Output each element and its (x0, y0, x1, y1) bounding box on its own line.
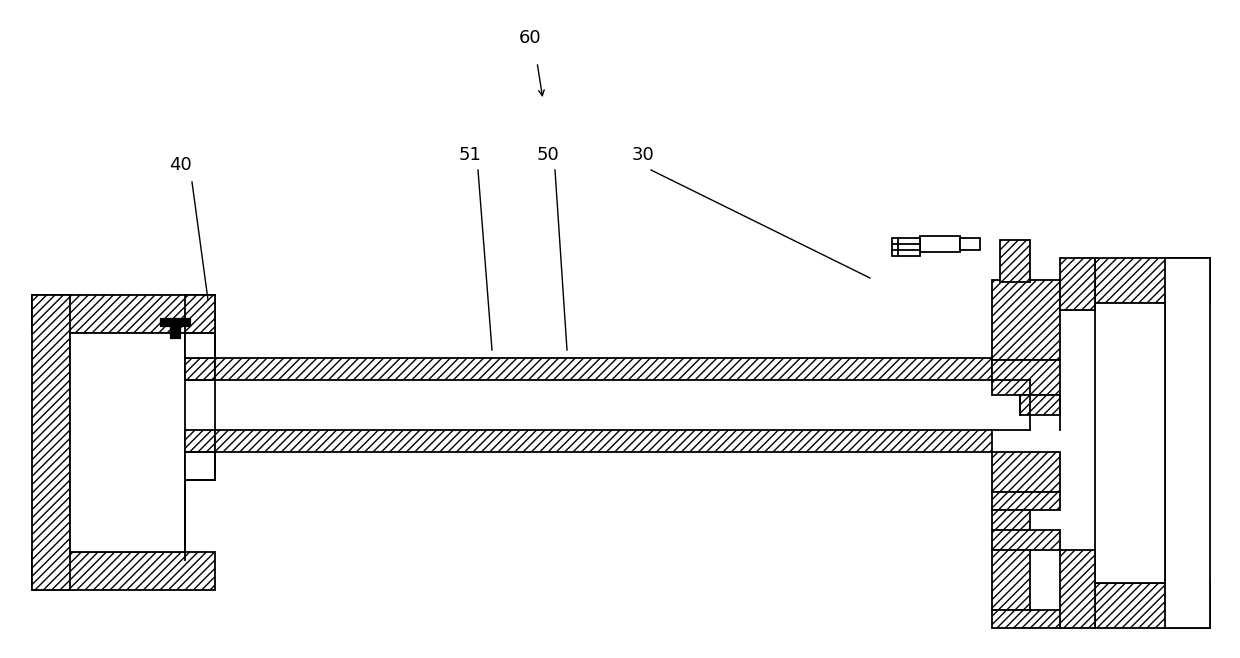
Bar (992, 510, 1030, 530)
Bar (992, 610, 1070, 628)
Bar (69, 333, 185, 552)
Bar (185, 295, 215, 380)
Bar (185, 430, 215, 452)
Bar (1166, 258, 1210, 628)
Bar (215, 430, 992, 452)
Bar (1095, 303, 1166, 583)
Bar (185, 452, 215, 480)
Bar (992, 280, 1060, 360)
Bar (185, 358, 215, 380)
Bar (960, 238, 980, 250)
Bar (992, 550, 1030, 610)
Bar (992, 452, 1060, 492)
Bar (170, 326, 180, 338)
Bar (1095, 583, 1210, 628)
Bar (32, 295, 215, 333)
Bar (32, 552, 215, 590)
Text: 50: 50 (537, 146, 559, 164)
Bar (1060, 550, 1095, 628)
Bar (32, 295, 69, 590)
Bar (1060, 280, 1095, 310)
Bar (160, 318, 190, 326)
Bar (920, 236, 960, 252)
Bar (999, 240, 1030, 282)
Bar (215, 380, 992, 430)
Bar (992, 492, 1060, 510)
Bar (892, 238, 920, 256)
Bar (185, 333, 215, 358)
Bar (160, 318, 190, 326)
Bar (170, 326, 180, 338)
Text: 40: 40 (169, 156, 191, 174)
Bar (1095, 258, 1210, 303)
Text: 30: 30 (631, 146, 655, 164)
Text: 60: 60 (518, 29, 542, 47)
Bar (992, 530, 1060, 550)
Bar (1021, 395, 1060, 415)
Bar (992, 360, 1060, 395)
Text: 51: 51 (459, 146, 481, 164)
Bar (1060, 258, 1095, 310)
Bar (215, 358, 992, 380)
